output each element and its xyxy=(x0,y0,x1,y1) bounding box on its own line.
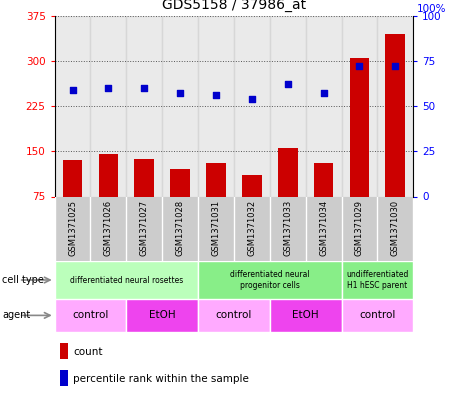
Bar xyxy=(306,16,342,196)
Text: EtOH: EtOH xyxy=(292,310,319,320)
Point xyxy=(212,92,220,98)
Bar xyxy=(198,299,270,332)
Title: GDS5158 / 37986_at: GDS5158 / 37986_at xyxy=(162,0,306,12)
Bar xyxy=(55,261,198,299)
Text: GSM1371031: GSM1371031 xyxy=(211,200,220,256)
Bar xyxy=(342,299,413,332)
Text: control: control xyxy=(216,310,252,320)
Point xyxy=(176,90,184,97)
Bar xyxy=(314,163,333,196)
Text: GSM1371034: GSM1371034 xyxy=(319,200,328,256)
Bar xyxy=(55,16,90,196)
Text: differentiated neural rosettes: differentiated neural rosettes xyxy=(70,275,183,285)
Bar xyxy=(126,16,162,196)
Bar xyxy=(134,158,154,196)
Point xyxy=(356,63,363,70)
Text: agent: agent xyxy=(2,310,30,320)
Point xyxy=(141,85,148,91)
Bar xyxy=(270,299,342,332)
Point xyxy=(69,87,76,93)
Text: cell type: cell type xyxy=(2,275,44,285)
Bar xyxy=(342,261,413,299)
Bar xyxy=(60,343,68,359)
Bar xyxy=(126,299,198,332)
Bar xyxy=(170,169,190,196)
Text: GSM1371029: GSM1371029 xyxy=(355,200,364,256)
Bar xyxy=(198,16,234,196)
Bar xyxy=(60,370,68,386)
Bar xyxy=(90,16,126,196)
Text: EtOH: EtOH xyxy=(149,310,176,320)
Bar xyxy=(342,16,378,196)
Text: GSM1371027: GSM1371027 xyxy=(140,200,149,256)
Point xyxy=(320,90,327,97)
Text: 100%: 100% xyxy=(417,4,446,14)
Text: GSM1371032: GSM1371032 xyxy=(247,200,257,256)
Text: GSM1371025: GSM1371025 xyxy=(68,200,77,256)
Bar xyxy=(242,175,262,196)
Bar xyxy=(350,58,370,196)
Bar xyxy=(385,34,405,197)
Text: percentile rank within the sample: percentile rank within the sample xyxy=(73,374,249,384)
Text: control: control xyxy=(359,310,396,320)
Bar xyxy=(162,16,198,196)
Text: count: count xyxy=(73,347,103,357)
Text: control: control xyxy=(72,310,109,320)
Text: GSM1371026: GSM1371026 xyxy=(104,200,113,256)
Point xyxy=(104,85,112,91)
Text: GSM1371030: GSM1371030 xyxy=(391,200,400,256)
Point xyxy=(391,63,399,70)
Bar xyxy=(377,16,413,196)
Text: undifferentiated
H1 hESC parent: undifferentiated H1 hESC parent xyxy=(346,270,408,290)
Bar xyxy=(198,261,342,299)
Bar xyxy=(98,154,118,196)
Bar xyxy=(63,160,83,196)
Point xyxy=(284,81,292,88)
Bar xyxy=(270,16,306,196)
Text: GSM1371033: GSM1371033 xyxy=(283,200,292,256)
Bar xyxy=(55,299,126,332)
Bar xyxy=(206,163,226,196)
Text: differentiated neural
progenitor cells: differentiated neural progenitor cells xyxy=(230,270,310,290)
Bar xyxy=(278,148,298,196)
Bar xyxy=(234,16,270,196)
Text: GSM1371028: GSM1371028 xyxy=(176,200,185,256)
Point xyxy=(248,96,256,102)
